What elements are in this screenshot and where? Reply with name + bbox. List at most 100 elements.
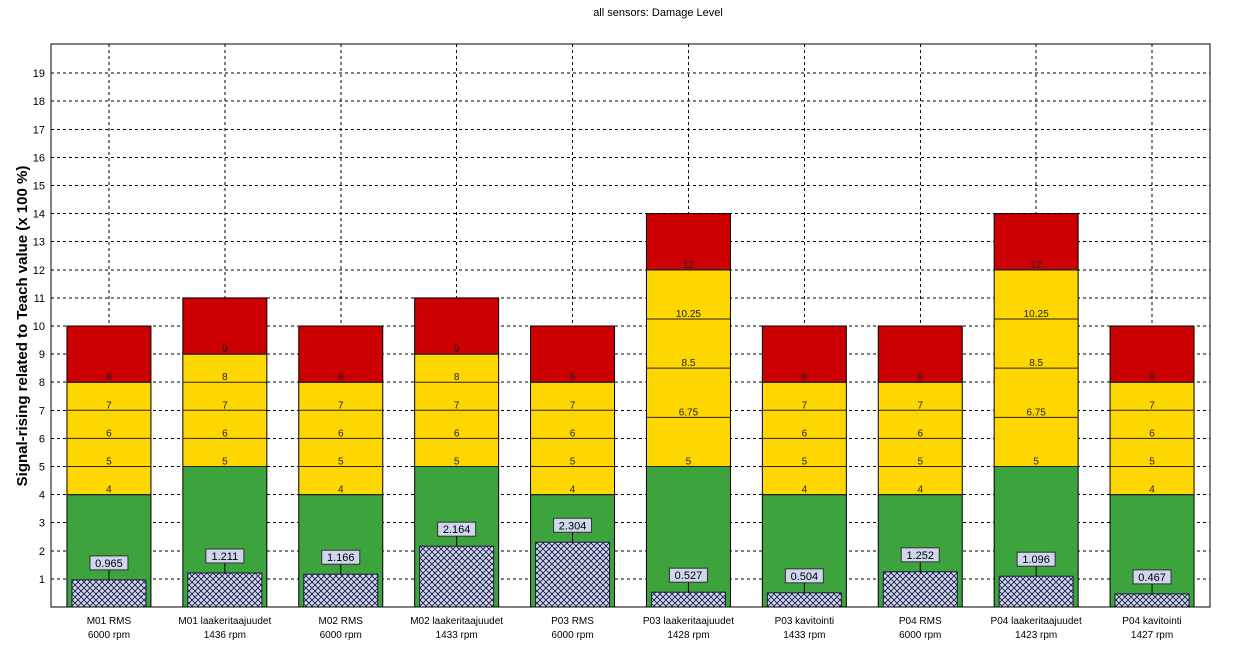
threshold-label: 5 (1149, 457, 1155, 468)
x-category-rpm: 6000 rpm (551, 630, 593, 641)
measured-value-bar (303, 573, 379, 608)
x-category-label: M02 RMS (319, 616, 364, 627)
threshold-label: 8 (222, 372, 228, 383)
value-label: 1.252 (906, 550, 934, 562)
value-label-box (668, 567, 708, 583)
y-tick-label: 6 (39, 433, 45, 445)
measured-value-bar (419, 545, 495, 608)
threshold-label: 4 (802, 485, 808, 496)
threshold-label: 5 (917, 457, 923, 468)
value-label-box (784, 568, 824, 584)
red-zone-bar (993, 213, 1079, 271)
threshold-label: 6 (802, 428, 808, 439)
threshold-label: 9 (454, 344, 460, 355)
sensor-bar-group: 4 5 6 7 8 1.166 (298, 325, 384, 608)
threshold-label: 4 (917, 485, 923, 496)
red-zone-bar (761, 325, 847, 383)
threshold-label: 6.75 (1026, 407, 1046, 418)
measured-value-bar (1114, 593, 1190, 608)
value-label: 1.166 (327, 552, 355, 564)
x-category-label: P03 RMS (551, 616, 594, 627)
value-label-box (321, 549, 361, 565)
measured-value-bar (882, 571, 958, 608)
threshold-label: 5 (570, 457, 576, 468)
x-category-rpm: 6000 rpm (88, 630, 130, 641)
x-category-label: P04 laakeritaajuudet (991, 616, 1082, 627)
measured-value-bar (187, 572, 263, 608)
red-zone-bar (182, 297, 268, 355)
sensor-bar-group: 4 5 6 7 8 0.965 (66, 325, 152, 608)
value-label: 2.304 (559, 520, 587, 532)
threshold-label: 10.25 (1024, 309, 1049, 320)
threshold-label: 5 (338, 457, 344, 468)
x-category-rpm: 1427 rpm (1131, 630, 1173, 641)
value-label-box (553, 517, 593, 533)
y-tick-label: 11 (34, 293, 45, 305)
threshold-label: 8 (338, 372, 344, 383)
red-zone-bar (530, 325, 616, 383)
threshold-label: 5 (106, 457, 112, 468)
x-category-rpm: 1433 rpm (436, 630, 478, 641)
y-tick-label: 17 (33, 124, 45, 136)
threshold-label: 6 (454, 428, 460, 439)
threshold-label: 7 (802, 400, 808, 411)
x-category-label: M01 RMS (87, 616, 132, 627)
y-tick-label: 8 (39, 377, 45, 389)
value-label: 0.504 (791, 571, 819, 583)
red-zone-bar (414, 297, 500, 355)
threshold-label: 8 (802, 372, 808, 383)
sensor-bar-group: 4 5 6 7 8 2.304 (530, 325, 616, 608)
threshold-label: 7 (570, 400, 576, 411)
threshold-label: 5 (222, 457, 228, 468)
y-tick-label: 3 (39, 518, 45, 530)
y-tick-label: 14 (33, 209, 45, 221)
sensor-bar-group: 5 6.75 8.5 10.25 12 1.096 (993, 213, 1079, 608)
x-category-rpm: 1428 rpm (667, 630, 709, 641)
value-label: 0.467 (1138, 572, 1166, 584)
measured-value-bar (766, 592, 842, 608)
chart-title: all sensors: Damage Level (593, 7, 723, 19)
threshold-label: 12 (1031, 260, 1043, 271)
y-tick-label: 16 (33, 152, 45, 164)
y-tick-label: 2 (39, 546, 45, 558)
threshold-label: 6 (1149, 428, 1155, 439)
threshold-label: 7 (454, 400, 460, 411)
x-category-label: P04 kavitointi (1122, 616, 1181, 627)
y-tick-label: 15 (33, 181, 45, 193)
x-category-label: P04 RMS (899, 616, 942, 627)
value-label-box (900, 547, 940, 563)
sensor-bar-group: 5 6.75 8.5 10.25 12 0.527 (645, 213, 731, 608)
sensor-bar-group: 5 6 7 8 9 1.211 (182, 297, 268, 608)
threshold-label: 5 (454, 457, 460, 468)
threshold-label: 4 (1149, 485, 1155, 496)
y-tick-label: 4 (39, 490, 45, 502)
plot-frame (50, 43, 1211, 608)
y-tick-label: 10 (33, 321, 45, 333)
y-tick-label: 9 (39, 349, 45, 361)
value-label: 2.164 (443, 524, 471, 536)
measured-value-bar (71, 579, 147, 608)
y-tick-label: 19 (33, 68, 45, 80)
threshold-label: 10.25 (676, 309, 701, 320)
value-label: 1.211 (211, 551, 238, 563)
sensor-bar-group: 4 5 6 7 8 0.467 (1109, 325, 1195, 608)
x-category-rpm: 1433 rpm (783, 630, 825, 641)
threshold-label: 5 (686, 457, 692, 468)
threshold-label: 6 (570, 428, 576, 439)
y-tick-label: 12 (33, 265, 45, 277)
threshold-label: 6 (106, 428, 112, 439)
y-tick-label: 13 (33, 237, 45, 249)
red-zone-bar (877, 325, 963, 383)
threshold-label: 7 (222, 400, 228, 411)
threshold-label: 7 (106, 400, 112, 411)
threshold-label: 8.5 (681, 358, 695, 369)
threshold-label: 5 (802, 457, 808, 468)
threshold-label: 6 (338, 428, 344, 439)
threshold-label: 6 (222, 428, 228, 439)
x-category-rpm: 1436 rpm (204, 630, 246, 641)
value-label-box (437, 521, 477, 537)
threshold-label: 8 (570, 372, 576, 383)
threshold-label: 5 (1033, 457, 1039, 468)
measured-value-bar (650, 591, 726, 608)
